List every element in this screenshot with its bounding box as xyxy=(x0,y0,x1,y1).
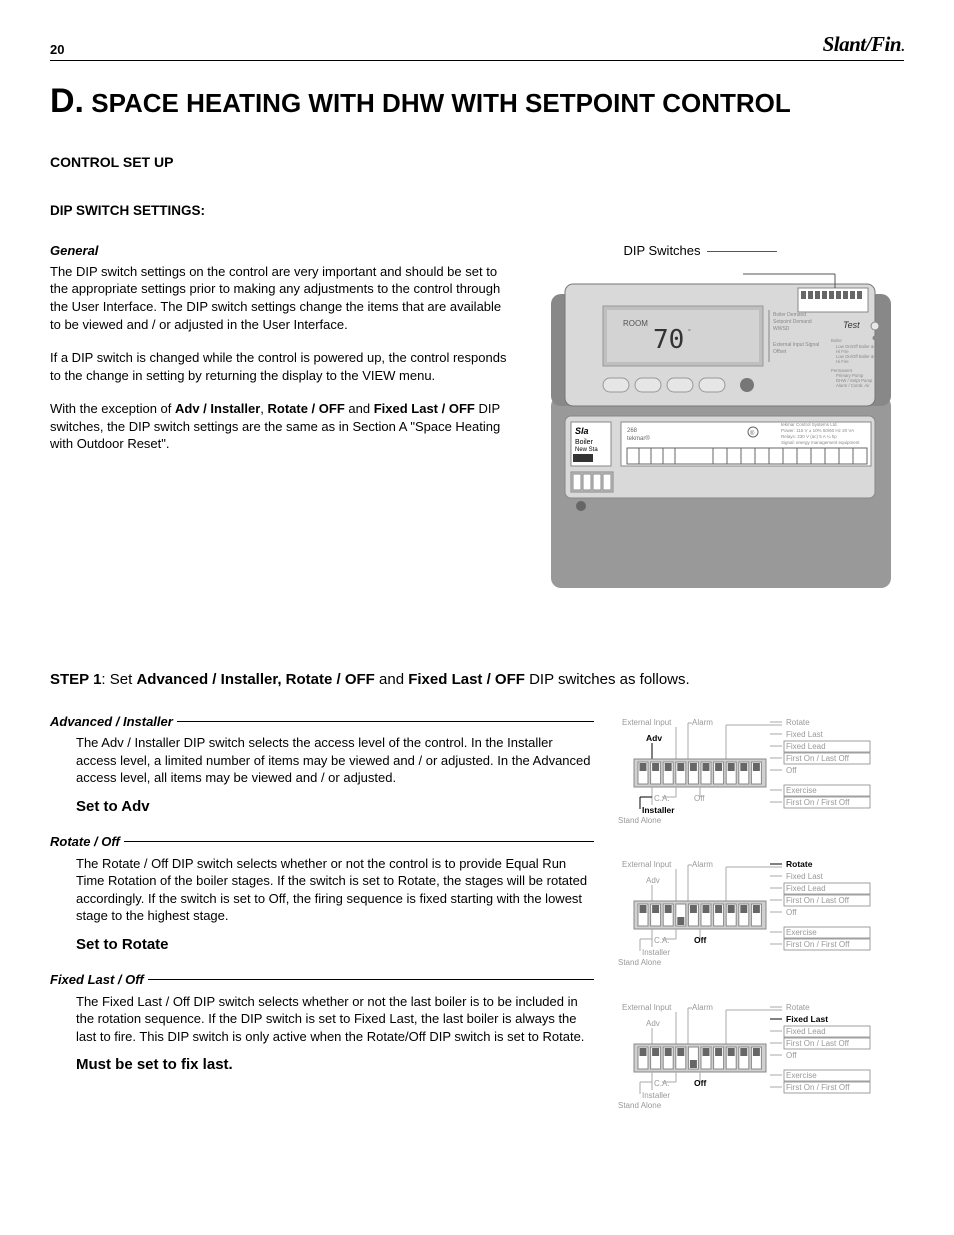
svg-text:External Input Signal: External Input Signal xyxy=(773,342,819,348)
svg-text:Off: Off xyxy=(694,794,705,803)
body-rotate-off: The Rotate / Off DIP switch selects whet… xyxy=(50,855,594,925)
svg-text:New Sta: New Sta xyxy=(575,447,598,453)
paragraph-general-2: If a DIP switch is changed while the con… xyxy=(50,349,510,384)
body-fixed-last: The Fixed Last / Off DIP switch selects … xyxy=(50,993,594,1046)
svg-text:Fixed Lead: Fixed Lead xyxy=(786,742,826,751)
svg-text:External Input: External Input xyxy=(622,860,672,869)
svg-text:First On / First Off: First On / First Off xyxy=(786,940,850,949)
body-adv-installer: The Adv / Installer DIP switch selects t… xyxy=(50,734,594,787)
setto-rotate: Set to Rotate xyxy=(50,935,594,955)
svg-text:Rotate: Rotate xyxy=(786,1003,810,1012)
heading-fixed-last: Fixed Last / Off xyxy=(50,971,594,989)
svg-text:Alarm / Comb. Air: Alarm / Comb. Air xyxy=(836,383,870,388)
setto-fixed: Must be set to fix last. xyxy=(50,1055,594,1075)
svg-text:Alarm: Alarm xyxy=(692,860,713,869)
svg-text:Rotate: Rotate xyxy=(786,859,813,869)
svg-text:Installer: Installer xyxy=(642,948,670,957)
svg-text:Installer: Installer xyxy=(642,1091,670,1100)
svg-text:Off: Off xyxy=(694,935,706,945)
svg-text:tekmar®: tekmar® xyxy=(627,435,650,442)
svg-text:C.A.: C.A. xyxy=(654,936,670,945)
svg-text:Fixed Lead: Fixed Lead xyxy=(786,1027,826,1036)
heading-general: General xyxy=(50,242,510,260)
svg-text:Power: 115 V ± 10% 50/60 Hz 20: Power: 115 V ± 10% 50/60 Hz 20 VA xyxy=(781,428,854,433)
heading-dip-settings: DIP SWITCH SETTINGS: xyxy=(50,202,904,220)
page-header: 20 Slant/Fin. xyxy=(50,30,904,61)
svg-text:First On / First Off: First On / First Off xyxy=(786,798,850,807)
paragraph-general-1: The DIP switch settings on the control a… xyxy=(50,263,510,333)
svg-text:Exercise: Exercise xyxy=(786,786,817,795)
svg-text:Fixed Last: Fixed Last xyxy=(786,730,824,739)
svg-text:®: ® xyxy=(750,430,755,437)
dip-illustration-adv: External Input Alarm Rotate Fixed Last Fixed… xyxy=(614,713,899,843)
page-title: D. SPACE HEATING WITH DHW WITH SETPOINT … xyxy=(50,79,904,125)
svg-text:External Input: External Input xyxy=(622,1003,672,1012)
heading-rotate-off: Rotate / Off xyxy=(50,833,594,851)
svg-text:External Input: External Input xyxy=(622,718,672,727)
svg-text:Exercise: Exercise xyxy=(786,928,817,937)
dip-switches-label: DIP Switches xyxy=(623,242,776,260)
page-number: 20 xyxy=(50,41,64,59)
step-1-title: STEP 1: Set Advanced / Installer, Rotate… xyxy=(50,670,904,690)
svg-text:Hi Fire: Hi Fire xyxy=(836,359,849,364)
svg-text:Signal: energy management equi: Signal: energy management equipment xyxy=(781,440,860,445)
svg-text:Off: Off xyxy=(786,766,797,775)
svg-text:Alarm: Alarm xyxy=(692,1003,713,1012)
svg-text:268: 268 xyxy=(627,428,638,434)
svg-text:Offset: Offset xyxy=(773,349,787,355)
svg-text:Fixed Last: Fixed Last xyxy=(786,1014,828,1024)
svg-text:Boiler: Boiler xyxy=(831,338,843,343)
controller-device-illustration: ROOM 70 ° Boiler Demand Setpoint Demand … xyxy=(543,266,898,596)
svg-text:Adv: Adv xyxy=(646,876,660,885)
svg-text:C.A.: C.A. xyxy=(654,794,670,803)
svg-text:70: 70 xyxy=(653,325,684,355)
svg-text:Stand Alone: Stand Alone xyxy=(618,958,662,967)
svg-text:Rotate: Rotate xyxy=(786,718,810,727)
svg-text:Exercise: Exercise xyxy=(786,1071,817,1080)
general-text-column: General The DIP switch settings on the c… xyxy=(50,242,510,600)
svg-text:Adv: Adv xyxy=(646,1019,660,1028)
svg-text:First On / Last Off: First On / Last Off xyxy=(786,1039,850,1048)
dip-illustration-rotate: External Input Alarm Rotate Fixed Last Fixed… xyxy=(614,855,899,985)
svg-text:C.A.: C.A. xyxy=(654,1079,670,1088)
svg-text:Test: Test xyxy=(843,320,860,330)
svg-text:Fixed Lead: Fixed Lead xyxy=(786,884,826,893)
svg-text:Off: Off xyxy=(786,1051,797,1060)
svg-text:Setpoint Demand: Setpoint Demand xyxy=(773,319,812,325)
svg-text:Stand Alone: Stand Alone xyxy=(618,1101,662,1110)
svg-text:Sla: Sla xyxy=(575,426,589,436)
svg-text:°: ° xyxy=(688,328,691,336)
svg-text:Boiler: Boiler xyxy=(575,439,594,446)
svg-text:ROOM: ROOM xyxy=(623,319,648,328)
svg-text:Adv: Adv xyxy=(646,733,662,743)
svg-text:Installer: Installer xyxy=(642,805,675,815)
setto-adv: Set to Adv xyxy=(50,797,594,817)
svg-text:First On / Last Off: First On / Last Off xyxy=(786,754,850,763)
dip-illustration-fixed: External Input Alarm Rotate Fixed Last Fixed… xyxy=(614,998,899,1128)
svg-text:First On / Last Off: First On / Last Off xyxy=(786,896,850,905)
svg-text:Fixed Last: Fixed Last xyxy=(786,872,824,881)
svg-text:Relays: 230 V (ac) 5 A ¼ hp: Relays: 230 V (ac) 5 A ¼ hp xyxy=(781,434,837,439)
svg-text:Boiler Demand: Boiler Demand xyxy=(773,312,806,318)
heading-control-setup: CONTROL SET UP xyxy=(50,153,904,172)
brand-logo: Slant/Fin. xyxy=(823,30,904,58)
controller-diagram-column: DIP Switches xyxy=(540,242,900,600)
svg-text:Alarm: Alarm xyxy=(692,718,713,727)
svg-text:Off: Off xyxy=(786,908,797,917)
svg-text:First On / First Off: First On / First Off xyxy=(786,1083,850,1092)
paragraph-general-3: With the exception of Adv / Installer, R… xyxy=(50,400,510,453)
heading-adv-installer: Advanced / Installer xyxy=(50,713,594,731)
svg-text:Stand Alone: Stand Alone xyxy=(618,816,662,825)
svg-text:WWSD: WWSD xyxy=(773,326,790,332)
svg-text:tekmar Control Systems Ltd.: tekmar Control Systems Ltd. xyxy=(781,422,838,427)
svg-text:Off: Off xyxy=(694,1078,706,1088)
